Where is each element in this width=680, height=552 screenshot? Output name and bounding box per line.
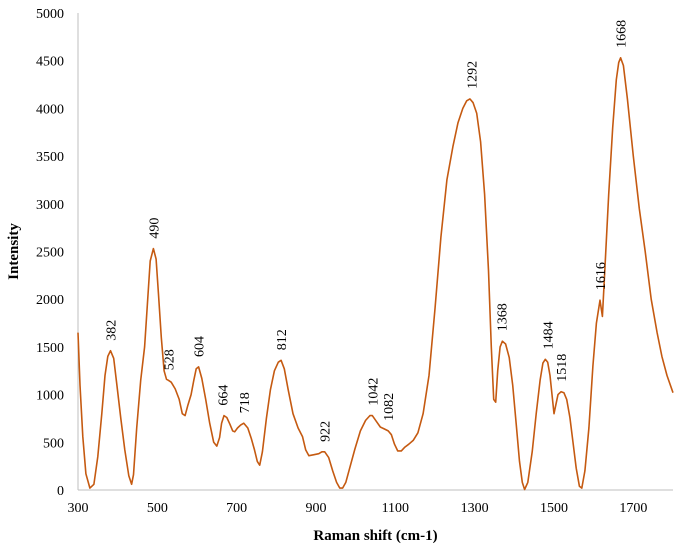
y-tick-label: 3000 xyxy=(36,198,64,213)
y-axis-title: Intensity xyxy=(6,223,22,280)
y-tick-label: 500 xyxy=(43,436,64,451)
peak-label: 812 xyxy=(275,329,290,350)
y-tick-label: 3500 xyxy=(36,150,64,165)
y-tick-label: 1500 xyxy=(36,341,64,356)
x-axis-title: Raman shift (cm-1) xyxy=(313,528,437,544)
peak-label: 490 xyxy=(147,218,162,239)
peak-label: 718 xyxy=(238,392,253,413)
peak-label: 382 xyxy=(105,320,120,341)
peak-label: 1292 xyxy=(465,61,480,89)
peak-label: 1616 xyxy=(594,262,609,290)
peak-label: 922 xyxy=(319,421,334,442)
y-axis-ticks: 0 500 1000 1500 2000 2500 3000 3500 4000 4500 5000 xyxy=(36,7,64,499)
y-tick-label: 4500 xyxy=(36,55,64,70)
spectrum-line xyxy=(77,57,674,491)
y-tick-label: 2500 xyxy=(36,246,64,261)
x-tick-label: 500 xyxy=(147,501,168,516)
y-tick-label: 2000 xyxy=(36,293,64,308)
peak-label: 1668 xyxy=(615,20,630,48)
x-tick-label: 700 xyxy=(226,501,247,516)
peak-label: 1484 xyxy=(542,321,557,349)
peak-label: 1518 xyxy=(555,354,570,382)
x-tick-label: 1500 xyxy=(540,501,568,516)
y-tick-label: 5000 xyxy=(36,7,64,22)
x-axis-ticks: 300 500 700 900 1100 1300 1500 1700 xyxy=(68,501,648,516)
peak-label: 604 xyxy=(193,336,208,357)
x-tick-label: 1700 xyxy=(619,501,647,516)
x-tick-label: 1100 xyxy=(382,501,409,516)
y-tick-label: 0 xyxy=(57,484,64,499)
x-tick-label: 900 xyxy=(306,501,327,516)
y-tick-label: 1000 xyxy=(36,389,64,404)
peak-label: 1042 xyxy=(366,378,381,406)
x-tick-label: 1300 xyxy=(461,501,489,516)
peak-label: 528 xyxy=(162,349,177,370)
peak-label: 1082 xyxy=(382,393,397,421)
peak-label: 1368 xyxy=(496,303,511,331)
x-tick-label: 300 xyxy=(68,501,89,516)
peak-label: 664 xyxy=(216,385,231,406)
y-tick-label: 4000 xyxy=(36,102,64,117)
